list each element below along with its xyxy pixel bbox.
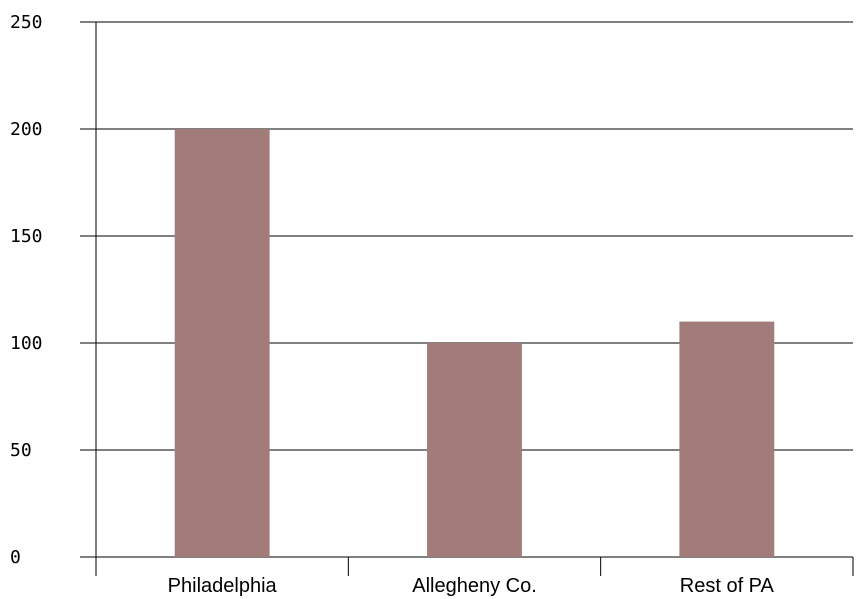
- axes: [95, 22, 854, 576]
- y-tick-label: 250: [10, 12, 43, 33]
- x-tick-label: Allegheny Co.: [412, 575, 537, 597]
- x-tick-label: Rest of PA: [680, 575, 775, 597]
- bar-rest-of-pa: [679, 321, 775, 557]
- x-tick-labels: Philadelphia Allegheny Co. Rest of PA: [168, 575, 775, 597]
- bar-philadelphia: [174, 129, 270, 557]
- bar-allegheny-co: [427, 343, 522, 557]
- y-tick-label: 100: [10, 333, 43, 354]
- y-tick-label: 50: [10, 440, 32, 461]
- y-tick-label: 150: [10, 226, 43, 247]
- bars: [174, 129, 775, 557]
- y-tick-label: 200: [10, 119, 43, 140]
- y-tick-label: 0: [10, 547, 21, 568]
- x-tick-label: Philadelphia: [168, 575, 278, 597]
- y-tick-labels: 0 50 100 150 200 250: [10, 12, 43, 568]
